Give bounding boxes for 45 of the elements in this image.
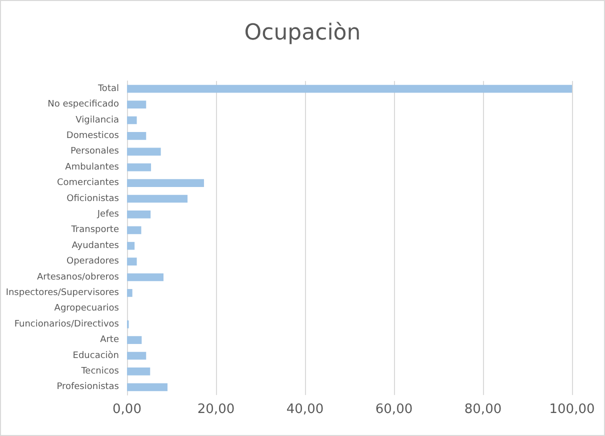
bar xyxy=(127,179,204,187)
x-tick-label: 0,00 xyxy=(112,402,142,417)
y-tick-label: Tecnicos xyxy=(80,366,120,376)
bar xyxy=(127,289,132,297)
bar xyxy=(127,132,146,140)
bar xyxy=(127,100,146,108)
x-tick-label: 20,00 xyxy=(197,402,235,417)
y-tick-label: Total xyxy=(96,84,119,94)
bar xyxy=(127,336,142,344)
y-tick-label: Operadores xyxy=(66,256,120,267)
x-tick-label: 40,00 xyxy=(286,402,324,417)
y-tick-label: Transporte xyxy=(70,225,120,236)
bar xyxy=(127,163,152,172)
bar xyxy=(127,368,150,376)
bar xyxy=(127,116,137,124)
y-tick-label: Profesionistas xyxy=(56,382,120,392)
y-tick-label: Jefes xyxy=(96,209,120,220)
y-tick-label: Inspectores/Supervisores xyxy=(6,288,120,298)
y-tick-label: Artesanos/obreros xyxy=(36,272,120,282)
y-tick-label: Ayudantes xyxy=(72,240,120,251)
y-tick-label: Domesticos xyxy=(66,130,120,141)
bar xyxy=(127,194,188,203)
chart-title: Ocupaciòn xyxy=(244,20,361,46)
y-tick-label: No especificado xyxy=(48,100,120,110)
y-tick-label: Personales xyxy=(70,146,120,157)
bar xyxy=(127,84,572,93)
y-tick-label: Arte xyxy=(100,335,120,346)
y-tick-label: Funcionarios/Directivos xyxy=(14,319,120,330)
bar xyxy=(127,383,168,392)
bar xyxy=(127,352,146,360)
y-tick-label: Educaciòn xyxy=(72,350,119,361)
y-tick-label: Ambulantes xyxy=(65,162,120,172)
x-tick-label: 100,00 xyxy=(549,402,595,417)
y-tick-label: Agropecuarios xyxy=(54,304,120,314)
bar xyxy=(127,226,142,234)
y-tick-label: Comerciantes xyxy=(56,178,120,188)
x-tick-label: 60,00 xyxy=(375,402,413,417)
bar xyxy=(127,273,164,282)
bar xyxy=(127,258,137,266)
bar xyxy=(127,242,135,250)
x-tick-label: 80,00 xyxy=(464,402,502,417)
y-tick-label: Oficionistas xyxy=(66,194,120,204)
bar xyxy=(127,210,151,218)
bar xyxy=(127,148,161,156)
y-tick-label: Vigilancia xyxy=(76,115,119,126)
